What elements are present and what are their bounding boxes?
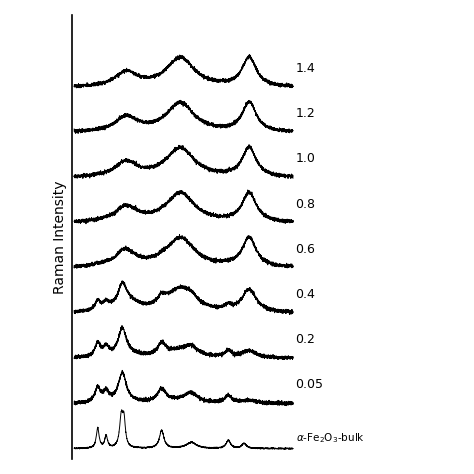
Text: 0.05: 0.05	[296, 378, 324, 391]
Text: 0.2: 0.2	[296, 333, 316, 346]
Text: 1.0: 1.0	[296, 153, 316, 165]
Text: 1.2: 1.2	[296, 107, 315, 120]
Text: $\alpha$-Fe$_2$O$_3$-bulk: $\alpha$-Fe$_2$O$_3$-bulk	[296, 431, 365, 445]
Y-axis label: Raman Intensity: Raman Intensity	[53, 180, 67, 294]
Text: 0.4: 0.4	[296, 288, 316, 301]
Text: 0.8: 0.8	[296, 198, 316, 210]
Text: 0.6: 0.6	[296, 243, 316, 255]
Text: 1.4: 1.4	[296, 62, 315, 75]
